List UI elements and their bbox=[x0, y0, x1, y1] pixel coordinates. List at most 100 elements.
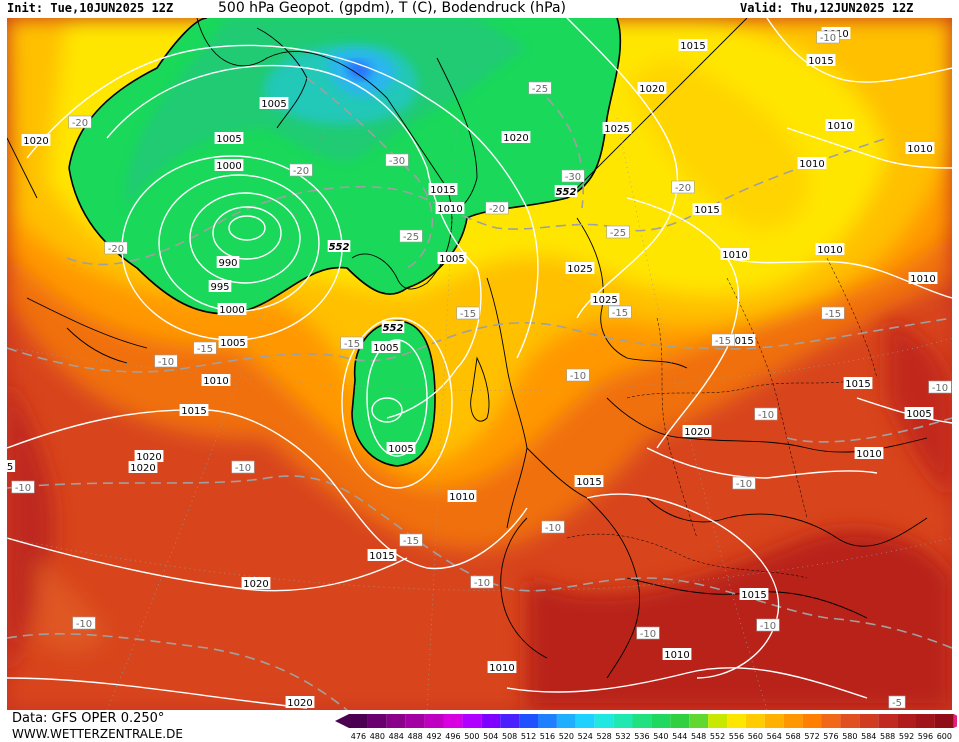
isotherm-label-text: -20 bbox=[72, 118, 88, 129]
scale-color-box bbox=[632, 714, 652, 728]
isobar-label-text: 1010 bbox=[856, 449, 881, 460]
geopotential-label: 552 bbox=[327, 240, 351, 253]
isobar-label-text: 1025 bbox=[592, 295, 617, 306]
isotherm-label-text: -15 bbox=[197, 344, 213, 355]
isotherm-label: -10 bbox=[470, 575, 494, 589]
isobar-label: 1020 bbox=[637, 82, 667, 95]
isotherm-label-text: -30 bbox=[565, 172, 581, 183]
scale-value-label: 584 bbox=[861, 732, 876, 741]
valid-time-label: Valid: Thu,12JUN2025 12Z bbox=[740, 1, 914, 15]
geopotential-label-text: 552 bbox=[383, 323, 404, 334]
scale-value-label: 528 bbox=[597, 732, 612, 741]
isobar-label-text: 1005 bbox=[216, 134, 241, 145]
isobar-label-text: 1005 bbox=[373, 343, 398, 354]
isobar-label-text: 1005 bbox=[439, 254, 464, 265]
isobar-label-text: 995 bbox=[210, 282, 229, 293]
scale-color-box bbox=[764, 714, 784, 728]
scale-color-box bbox=[613, 714, 633, 728]
isobar-label: 1010 bbox=[854, 447, 884, 460]
scale-value-label: 548 bbox=[691, 732, 706, 741]
isobar-label-text: 1025 bbox=[567, 264, 592, 275]
isotherm-label-text: -10 bbox=[758, 410, 774, 421]
isotherm-label-text: -10 bbox=[474, 578, 490, 589]
scale-color-box bbox=[462, 714, 482, 728]
scale-value-label: 544 bbox=[672, 732, 687, 741]
isotherm-label: -15 bbox=[399, 533, 423, 547]
isobar-label-text: 1025 bbox=[604, 124, 629, 135]
scale-left-arrow bbox=[335, 714, 349, 728]
scale-value-label: 588 bbox=[880, 732, 895, 741]
isobar-label-text: 1015 bbox=[369, 551, 394, 562]
isobar-labels: 1015 1010 1015 1020 1025 1010 1010 1010 1015 1010… bbox=[7, 27, 938, 709]
isobar-label: 1015 bbox=[367, 549, 397, 562]
isotherm-label: -10 bbox=[541, 520, 565, 534]
isobar-label-text: 5 bbox=[7, 462, 13, 473]
isobar-label-text: 1010 bbox=[437, 204, 462, 215]
isotherm-label: -10 bbox=[231, 460, 255, 474]
isobars bbox=[7, 18, 952, 709]
isotherm-label-text: -10 bbox=[820, 33, 836, 44]
map-canvas: 1015 1010 1015 1020 1025 1010 1010 1010 1015 1010… bbox=[7, 18, 952, 710]
scale-color-box bbox=[481, 714, 501, 728]
isobar-label: 1005 bbox=[218, 336, 248, 349]
isotherm-label: -20 bbox=[68, 115, 92, 129]
lat-lon-grid bbox=[7, 117, 952, 710]
isobar-label-text: 1015 bbox=[680, 41, 705, 52]
isobar-label-text: 1020 bbox=[684, 427, 709, 438]
isobar-label: 5 bbox=[7, 460, 16, 473]
scale-color-box bbox=[367, 714, 387, 728]
scale-color-box bbox=[386, 714, 406, 728]
isobar-label-text: 1005 bbox=[388, 444, 413, 455]
scale-value-label: 600 bbox=[937, 732, 952, 741]
isotherm-label: -20 bbox=[104, 241, 128, 255]
isotherm-label-text: -10 bbox=[545, 523, 561, 534]
isobar-label-text: 1010 bbox=[817, 245, 842, 256]
isobar-label: 1000 bbox=[217, 303, 247, 316]
isobar-label: 1010 bbox=[825, 119, 855, 132]
isobar-label-text: 1015 bbox=[181, 406, 206, 417]
scale-value-label: 532 bbox=[615, 732, 630, 741]
isobar-label-text: 1005 bbox=[261, 99, 286, 110]
isobar-label: 1010 bbox=[435, 202, 465, 215]
isobar-label-text: 1010 bbox=[799, 159, 824, 170]
isotherm-label-text: -15 bbox=[460, 309, 476, 320]
isotherm-label: -25 bbox=[528, 81, 552, 95]
scale-color-box bbox=[745, 714, 765, 728]
isotherm-label-text: -20 bbox=[293, 166, 309, 177]
isobar-label: 1005 bbox=[437, 252, 467, 265]
isobar-label-text: 1010 bbox=[827, 121, 852, 132]
isobar-label: 1010 bbox=[720, 248, 750, 261]
scale-value-label: 552 bbox=[710, 732, 725, 741]
isobar-label: 1015 bbox=[843, 377, 873, 390]
chart-header: Init: Tue,10JUN2025 12Z 500 hPa Geopot. … bbox=[0, 0, 959, 18]
isobar-label-text: 1010 bbox=[722, 250, 747, 261]
isotherm-label: -20 bbox=[485, 201, 509, 215]
isotherm-label: -25 bbox=[606, 225, 630, 239]
isobar-label: 1005 bbox=[904, 407, 934, 420]
scale-color-box bbox=[594, 714, 614, 728]
scale-color-box bbox=[500, 714, 520, 728]
scale-value-label: 516 bbox=[540, 732, 555, 741]
scale-value-label: 572 bbox=[804, 732, 819, 741]
scale-value-label: 560 bbox=[748, 732, 763, 741]
isobar-label: 1010 bbox=[908, 272, 938, 285]
scale-value-label: 540 bbox=[653, 732, 668, 741]
isobar-label: 1015 bbox=[428, 183, 458, 196]
isobar-label-text: 1020 bbox=[136, 452, 161, 463]
isotherm-label: -15 bbox=[608, 305, 632, 319]
isotherm-label-text: -15 bbox=[715, 336, 731, 347]
scale-color-box bbox=[443, 714, 463, 728]
forecast-map: 1015 1010 1015 1020 1025 1010 1010 1010 1015 1010… bbox=[7, 18, 952, 710]
isobar-label: 1020 bbox=[682, 425, 712, 438]
isobar-label: 1015 bbox=[678, 39, 708, 52]
scale-color-box bbox=[802, 714, 822, 728]
isotherm-label-text: -10 bbox=[15, 483, 31, 494]
country-borders bbox=[566, 257, 878, 579]
scale-color-box bbox=[575, 714, 595, 728]
website-url-label: WWW.WETTERZENTRALE.DE bbox=[12, 727, 183, 741]
cutoff-low-green bbox=[352, 321, 435, 466]
scale-color-box bbox=[840, 714, 860, 728]
scale-value-label: 488 bbox=[408, 732, 423, 741]
isotherm-label-text: -20 bbox=[675, 183, 691, 194]
isobar-label: 1005 bbox=[386, 442, 416, 455]
